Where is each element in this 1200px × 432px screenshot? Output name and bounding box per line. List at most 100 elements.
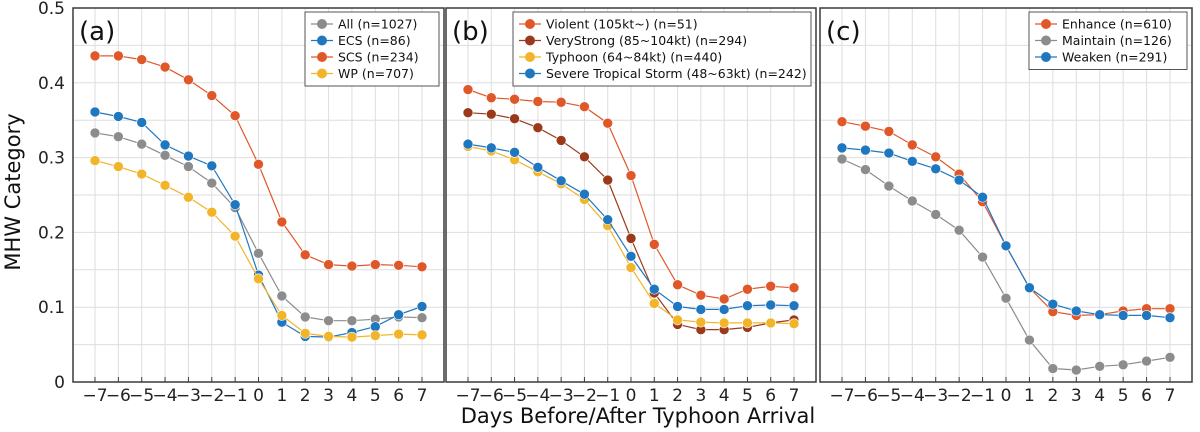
data-point [602,174,614,186]
data-point [346,260,358,272]
data-point [113,111,124,122]
data-point [159,150,171,161]
series-1 [462,84,800,305]
series-3 [89,50,428,273]
data-point [253,273,264,285]
legend-label: SCS (n=234) [338,50,419,65]
y-tick-label: 0.5 [38,0,65,19]
data-point [953,224,965,236]
x-tick-label: 0 [1001,386,1012,406]
x-tick-label: 3 [323,386,334,406]
panel-2: −7−6−5−4−3−2−1 0 1 2 3 4 5 6 7 (b) Violent (105kt~… [445,7,817,406]
data-point [953,174,965,186]
data-point [89,155,101,166]
data-point [113,50,124,62]
x-tick-label: 7 [417,386,428,406]
data-point [883,180,895,192]
series-4 [462,138,800,315]
data-point [206,206,218,218]
y-tick-label: 0.4 [38,74,65,94]
data-point [1047,363,1059,374]
data-point [860,120,871,132]
x-tick-label: −5 [876,386,901,406]
data-point [1117,310,1129,321]
x-tick-label: 7 [1165,386,1176,406]
x-tick-label: 5 [1118,386,1129,406]
x-tick-label: −1 [595,386,620,406]
data-point [1164,312,1176,323]
y-tick-label: 0.1 [38,298,65,318]
legend-label: Violent (105kt~) (n=51) [546,17,698,32]
data-point [648,298,660,309]
data-point [485,108,497,120]
legend-label: Weaken (n=291) [1062,50,1167,65]
data-point [765,299,777,311]
legend-marker [525,68,535,79]
panel-1: −7−6−5−4−3−2−1 0 1 2 3 4 5 6 700.10.20.30.40.5(a… [38,0,445,406]
data-point [206,177,218,189]
data-point [462,138,474,150]
data-point [648,239,660,250]
data-point [323,315,334,326]
x-tick-label: 5 [370,386,381,406]
x-tick-label: 1 [1024,386,1035,406]
data-point [648,283,660,295]
data-point [765,280,777,292]
legend-label: All (n=1027) [338,17,417,32]
legend-marker [1041,35,1051,46]
data-point [625,262,637,273]
x-tick-label: −6 [479,386,504,406]
data-point [625,233,637,244]
data-point [183,150,194,162]
panel-3: −7−6−5−4−3−2−1 0 1 2 3 4 5 6 7 (c) Enhance (n=610)… [819,7,1193,406]
data-point [532,122,544,133]
data-point [930,163,942,175]
series-1 [89,127,428,326]
legend-marker [317,19,327,29]
series-4 [89,155,428,343]
data-point [416,261,428,273]
x-tick-label: −6 [106,386,131,406]
x-tick-label: −3 [176,386,201,406]
data-point [532,96,544,107]
data-point [416,312,428,323]
data-point [416,329,428,341]
x-tick-label: −4 [153,386,178,406]
legend-box [512,11,812,87]
data-point [299,311,311,323]
data-point [977,191,988,203]
data-point [485,142,497,154]
x-tick-label: 6 [1141,386,1152,406]
x-tick-label: 6 [765,386,776,406]
data-point [930,151,942,163]
x-tick-label: −5 [502,386,527,406]
data-point [555,135,567,146]
data-point [788,282,800,294]
legend-label: VeryStrong (85~104kt) (n=294) [546,33,747,48]
data-point [276,216,288,228]
x-tick-label: −4 [900,386,925,406]
series-3 [836,142,1176,323]
data-point [416,301,428,312]
data-point [742,317,753,329]
data-point [462,84,474,95]
data-point [206,90,218,101]
data-point [906,156,918,167]
series-2 [836,153,1176,376]
legend-label: Typhoon (64~84kt) (n=440) [545,50,722,65]
x-tick-label: 1 [276,386,287,406]
y-tick-label: 0.3 [38,149,65,169]
data-point [89,127,101,139]
data-point [1000,240,1012,252]
data-point [930,209,942,220]
x-tick-label: 0 [626,386,637,406]
data-point [393,309,404,320]
x-tick-label: −7 [82,386,107,406]
data-point [579,151,590,163]
data-point [625,170,637,181]
data-point [602,214,614,225]
legend-label: Severe Tropical Storm (48~63kt) (n=242) [546,66,807,81]
data-point [136,138,148,150]
x-tick-label: −4 [525,386,550,406]
data-point [672,314,683,326]
